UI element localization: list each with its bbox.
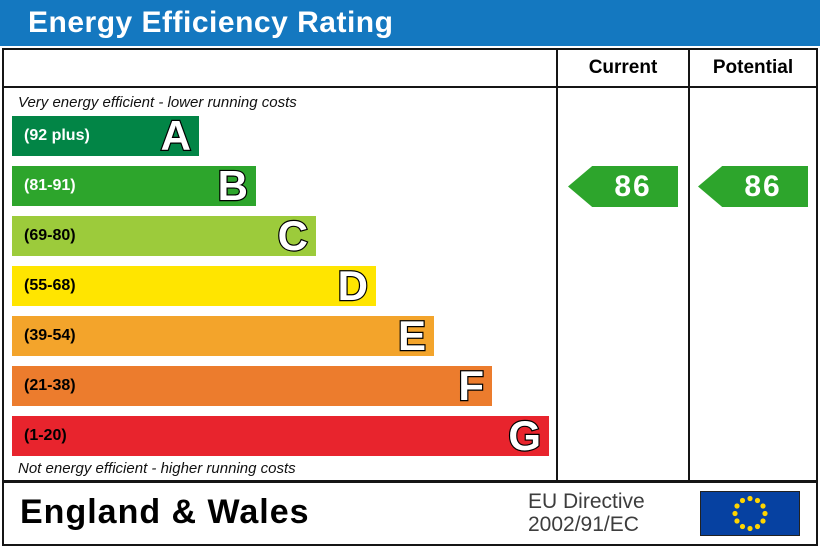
band-a-letter: A bbox=[159, 112, 192, 159]
band-e-range: (39-54) bbox=[24, 327, 76, 344]
potential-rating-cell: 86 bbox=[690, 88, 816, 480]
band-a-range: (92 plus) bbox=[24, 127, 90, 144]
current-rating-cell: 86 bbox=[558, 88, 688, 480]
header-separator bbox=[4, 86, 816, 88]
band-b-range: (81-91) bbox=[24, 177, 76, 194]
bottom-caption: Not energy efficient - higher running co… bbox=[18, 460, 296, 477]
eu-flag-icon bbox=[700, 491, 800, 536]
band-b: (81-91) B bbox=[12, 162, 256, 209]
title-bar: Energy Efficiency Rating bbox=[0, 0, 820, 46]
eu-flag-stars bbox=[732, 495, 768, 532]
footer-separator bbox=[4, 480, 816, 483]
current-column-header: Current bbox=[588, 57, 658, 78]
band-c-letter: C bbox=[276, 212, 309, 259]
band-a: (92 plus) A bbox=[12, 112, 199, 159]
region-label: England & Wales bbox=[20, 493, 310, 531]
band-g: (1-20) G bbox=[12, 412, 549, 459]
band-e: (39-54) E bbox=[12, 312, 434, 359]
eu-directive-line1: EU Directive bbox=[528, 490, 645, 513]
band-c: (69-80) C bbox=[12, 212, 316, 259]
top-caption: Very energy efficient - lower running co… bbox=[18, 94, 297, 111]
band-g-letter: G bbox=[507, 412, 542, 459]
eu-directive-label: EU Directive 2002/91/EC bbox=[528, 490, 645, 536]
band-b-letter: B bbox=[216, 162, 249, 209]
band-e-letter: E bbox=[397, 312, 427, 359]
band-f-letter: F bbox=[457, 362, 485, 409]
band-f: (21-38) F bbox=[12, 362, 492, 409]
band-f-range: (21-38) bbox=[24, 377, 76, 394]
footer: England & Wales EU Directive 2002/91/EC bbox=[4, 483, 816, 542]
potential-column-header: Potential bbox=[712, 57, 794, 78]
potential-rating-value: 86 bbox=[744, 169, 782, 203]
band-d-range: (55-68) bbox=[24, 277, 76, 294]
rating-scale: Very energy efficient - lower running co… bbox=[4, 88, 556, 480]
current-rating-value: 86 bbox=[614, 169, 652, 203]
column-divider-current bbox=[556, 50, 558, 480]
potential-rating-arrow-icon: 86 bbox=[698, 166, 808, 207]
column-divider-potential bbox=[688, 50, 690, 480]
band-d-letter: D bbox=[336, 262, 369, 309]
eu-directive-line2: 2002/91/EC bbox=[528, 513, 639, 536]
band-c-range: (69-80) bbox=[24, 227, 76, 244]
band-g-range: (1-20) bbox=[24, 427, 67, 444]
current-rating-arrow-icon: 86 bbox=[568, 166, 678, 207]
page-title: Energy Efficiency Rating bbox=[28, 6, 394, 39]
rating-table: Current Potential Very energy efficient … bbox=[2, 48, 818, 546]
band-d: (55-68) D bbox=[12, 262, 376, 309]
